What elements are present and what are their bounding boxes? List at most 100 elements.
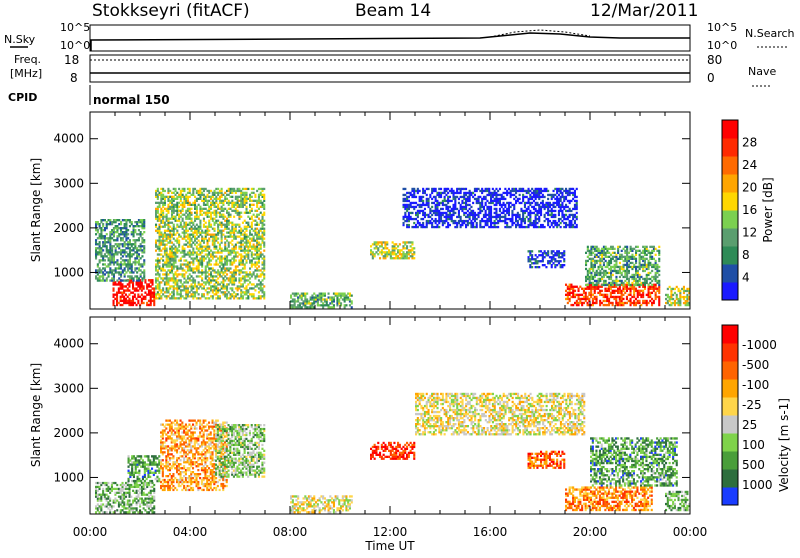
power-cell	[115, 253, 117, 255]
power-cell	[169, 196, 171, 198]
power-cell	[540, 208, 542, 210]
power-cell	[115, 243, 117, 245]
power-cell	[442, 208, 444, 210]
power-cell	[131, 231, 133, 233]
power-cell	[383, 251, 385, 253]
power-cell	[547, 198, 549, 200]
power-cell	[556, 188, 558, 190]
power-cell	[256, 253, 258, 255]
power-cell	[615, 304, 617, 306]
power-cell	[260, 285, 262, 287]
power-cell	[247, 188, 249, 190]
power-cell	[429, 212, 431, 214]
power-cell	[124, 279, 126, 281]
power-cell	[542, 264, 544, 266]
power-cell	[167, 236, 169, 238]
power-cell	[242, 259, 244, 261]
power-cell	[203, 218, 205, 220]
power-cell	[263, 291, 265, 293]
power-cell	[531, 262, 533, 264]
power-cell	[603, 276, 605, 278]
power-cell	[228, 283, 230, 285]
power-cell	[658, 302, 660, 304]
power-cell	[306, 306, 308, 308]
power-cell	[533, 212, 535, 214]
power-cell	[301, 295, 303, 297]
power-cell	[251, 216, 253, 218]
power-cell	[499, 198, 501, 200]
power-cell	[623, 256, 625, 258]
power-cell	[461, 224, 463, 226]
power-cell	[205, 226, 207, 228]
power-cell	[120, 283, 122, 285]
power-cell	[214, 244, 216, 246]
power-cell	[167, 230, 169, 232]
power-cell	[549, 214, 551, 216]
power-cell	[187, 275, 189, 277]
power-cell	[626, 278, 628, 280]
power-cell	[303, 300, 305, 302]
power-cell	[175, 240, 177, 242]
power-cell	[143, 275, 145, 277]
power-cell	[444, 190, 446, 192]
power-cell	[494, 194, 496, 196]
power-cell	[134, 239, 136, 241]
power-cell	[191, 244, 193, 246]
power-cell	[104, 253, 106, 255]
power-cell	[129, 257, 131, 259]
power-cell	[99, 261, 101, 263]
power-cell	[253, 283, 255, 285]
power-cell	[436, 214, 438, 216]
power-cell	[175, 287, 177, 289]
power-cell	[140, 265, 142, 267]
power-cell	[635, 270, 637, 272]
power-cell	[133, 249, 135, 251]
power-cell	[210, 253, 212, 255]
power-cell	[383, 241, 385, 243]
power-cell	[201, 263, 203, 265]
power-cell	[588, 292, 590, 294]
power-cell	[436, 194, 438, 196]
power-cell	[431, 198, 433, 200]
power-cell	[431, 210, 433, 212]
power-cell	[167, 190, 169, 192]
power-cell	[626, 258, 628, 260]
power-cell	[205, 250, 207, 252]
power-cell	[624, 258, 626, 260]
power-cell	[118, 287, 120, 289]
power-cell	[187, 198, 189, 200]
power-cell	[125, 231, 127, 233]
power-cell	[635, 252, 637, 254]
power-cell	[111, 245, 113, 247]
power-cell	[639, 278, 641, 280]
power-cell	[224, 226, 226, 228]
power-cell	[208, 273, 210, 275]
power-cell	[251, 196, 253, 198]
power-cell	[159, 297, 161, 299]
power-cell	[160, 295, 162, 297]
power-cell	[626, 276, 628, 278]
power-cell	[192, 263, 194, 265]
power-cell	[210, 226, 212, 228]
power-cell	[478, 216, 480, 218]
power-cell	[247, 236, 249, 238]
power-cell	[182, 273, 184, 275]
power-cell	[463, 188, 465, 190]
power-cell	[205, 257, 207, 259]
power-cell	[182, 275, 184, 277]
power-cell	[263, 277, 265, 279]
power-cell	[349, 293, 351, 295]
power-cell	[639, 256, 641, 258]
power-cell	[605, 254, 607, 256]
power-cell	[572, 296, 574, 298]
power-cell	[579, 286, 581, 288]
power-cell	[175, 216, 177, 218]
power-cell	[413, 202, 415, 204]
power-cell	[214, 198, 216, 200]
power-cell	[99, 275, 101, 277]
power-cell	[182, 250, 184, 252]
power-cell	[251, 222, 253, 224]
power-cell	[235, 259, 237, 261]
power-cell	[642, 258, 644, 260]
power-cell	[558, 254, 560, 256]
